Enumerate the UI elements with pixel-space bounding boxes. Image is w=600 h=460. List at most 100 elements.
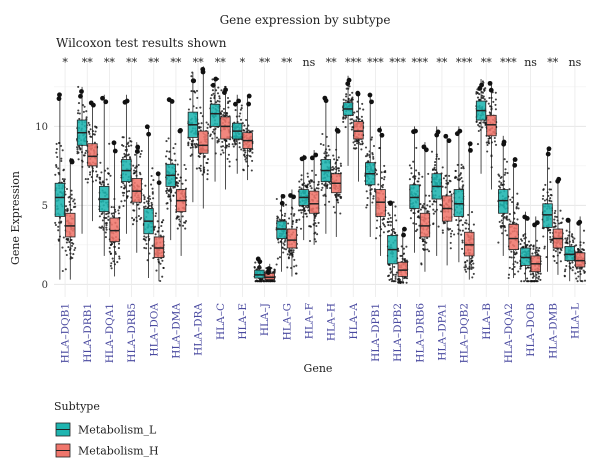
y-axis-ticks: 0 5 10 [35,122,48,291]
jitter-point [520,280,523,283]
jitter-point [228,165,231,168]
jitter-point [348,85,351,88]
jitter-point [326,186,329,190]
jitter-point [122,144,125,148]
jitter-point [175,181,178,184]
jitter-point [245,127,248,130]
jitter-point [122,194,125,197]
jitter-point [543,245,546,248]
jitter-point [356,142,359,145]
box-body [54,182,66,217]
jitter-point [137,214,140,218]
jitter-point [121,191,124,194]
jitter-point [373,188,376,191]
jitter-point [98,178,102,181]
jitter-point [421,204,424,207]
jitter-point [205,161,208,164]
jitter-point [300,174,303,177]
significance-label: ** [326,56,338,69]
jitter-point [470,229,473,232]
jitter-point [283,240,286,243]
jitter-point [499,186,502,189]
jitter-point [493,140,496,143]
jitter-point [134,166,137,169]
jitter-point [493,136,496,140]
jitter-point [539,272,542,275]
jitter-point [342,116,345,119]
jitter-point [57,225,60,228]
outlier-point [512,157,518,162]
jitter-point [248,130,251,133]
jitter-point [426,237,429,240]
jitter-point [508,188,511,191]
jitter-point [400,254,403,257]
jitter-point [300,187,303,190]
jitter-point [440,210,443,213]
significance-label: ns [524,56,537,69]
y-tick-label: 10 [35,122,48,133]
jitter-point [261,278,264,281]
jitter-point [283,247,286,250]
jitter-point [215,136,219,139]
jitter-point [315,213,318,216]
jitter-point [284,212,287,215]
significance-label: *** [500,56,517,69]
jitter-point [66,210,69,213]
jitter-point [77,158,80,161]
jitter-point [55,164,58,167]
jitter-point [507,276,510,280]
jitter-point [337,156,340,159]
jitter-point [288,251,291,254]
jitter-point [176,163,179,166]
box-metabolism-l [209,76,221,182]
jitter-point [516,192,519,195]
jitter-point [465,270,468,273]
jitter-point [164,155,168,158]
jitter-point [355,119,358,122]
jitter-point [63,178,66,181]
jitter-point [364,155,368,158]
jitter-point [221,145,225,148]
jitter-point [519,243,522,246]
jitter-point [199,164,202,167]
jitter-point [486,143,489,147]
jitter-point [339,162,342,165]
jitter-point [177,215,180,218]
jitter-point [570,243,573,246]
jitter-point [488,137,491,140]
jitter-point [513,253,516,256]
jitter-point [544,183,547,186]
box-metabolism-l [342,75,354,166]
outlier-point [555,178,561,184]
jitter-point [316,233,319,236]
outlier-point [501,141,507,147]
jitter-point [377,183,380,186]
jitter-point [242,168,245,171]
jitter-point [501,232,504,235]
jitter-point [112,212,115,215]
jitter-point [356,110,359,113]
jitter-point [176,216,179,219]
jitter-point [470,266,473,269]
jitter-point [259,278,262,281]
jitter-point [339,197,342,200]
jitter-point [513,273,516,276]
jitter-point [381,218,384,221]
jitter-point [107,183,110,186]
significance-label: ** [193,56,205,69]
jitter-point [215,101,218,104]
jitter-point [531,252,534,255]
outlier-point [413,128,418,134]
jitter-point [537,272,540,275]
jitter-point [483,89,486,92]
jitter-point [253,265,256,269]
x-tick-label: HLA–DMB [547,303,559,359]
jitter-point [531,276,534,279]
jitter-point [433,200,436,203]
jitter-point [383,170,386,174]
jitter-point [216,92,220,95]
outlier-point [313,152,319,158]
jitter-point [394,231,397,234]
jitter-point [563,275,566,278]
jitter-point [358,118,361,121]
